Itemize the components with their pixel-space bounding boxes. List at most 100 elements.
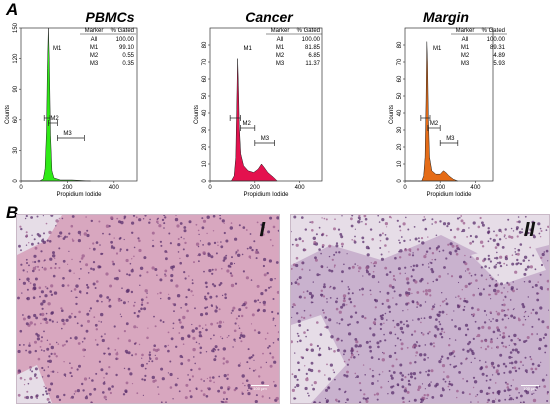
nucleus [531, 286, 534, 289]
histogram-series [210, 58, 278, 182]
nucleus [362, 275, 364, 277]
nucleus [156, 274, 158, 276]
nucleus [131, 231, 134, 234]
nucleus [81, 382, 84, 386]
nucleus [495, 398, 497, 400]
nucleus [362, 240, 365, 244]
nucleus [494, 382, 497, 384]
nucleus [269, 216, 273, 220]
nucleus [484, 265, 487, 268]
plot-frame [404, 27, 494, 182]
nucleus [59, 231, 63, 235]
nucleus [336, 400, 338, 403]
nucleus [534, 367, 538, 371]
nucleus [140, 303, 144, 306]
nucleus [412, 372, 416, 376]
nucleus [29, 377, 33, 381]
nucleus [498, 238, 502, 241]
nucleus [534, 268, 537, 271]
nucleus [116, 351, 119, 353]
nucleus [487, 326, 491, 330]
nucleus [488, 319, 490, 321]
nucleus [381, 218, 385, 222]
nucleus [439, 332, 443, 336]
nucleus [401, 374, 404, 377]
nucleus [210, 322, 214, 326]
nucleus [146, 271, 149, 274]
nucleus [469, 348, 472, 351]
nucleus [184, 396, 188, 400]
nucleus [510, 227, 513, 230]
nucleus [503, 389, 507, 393]
nucleus [179, 257, 181, 260]
nucleus [420, 401, 423, 403]
nucleus [267, 230, 271, 234]
nucleus [85, 263, 89, 267]
nucleus [545, 249, 549, 253]
nucleus [405, 291, 408, 295]
nucleus [254, 250, 259, 254]
nucleus [17, 349, 21, 354]
nucleus [76, 389, 80, 393]
nucleus [126, 273, 129, 276]
nucleus [317, 369, 321, 373]
nucleus [25, 234, 28, 237]
nucleus [431, 223, 433, 225]
nucleus [366, 253, 370, 257]
nucleus [539, 236, 542, 238]
nucleus [53, 291, 58, 295]
nucleus [120, 220, 124, 225]
nucleus [161, 377, 165, 381]
nucleus [506, 281, 509, 284]
nucleus [263, 257, 267, 262]
nucleus [32, 261, 34, 263]
nucleus [198, 324, 201, 328]
nucleus [446, 313, 448, 316]
nucleus [270, 286, 272, 288]
nucleus [80, 268, 82, 270]
nucleus [39, 295, 41, 298]
y-tick-label: 20 [202, 143, 208, 150]
nucleus [43, 232, 45, 235]
nucleus [242, 382, 244, 385]
nucleus [374, 306, 377, 309]
nucleus [205, 395, 209, 398]
marker-label: M1 [243, 46, 252, 52]
nucleus [383, 322, 385, 324]
nucleus [253, 359, 255, 361]
nucleus [28, 350, 32, 354]
nucleus [206, 215, 210, 219]
nucleus [321, 245, 324, 249]
nucleus [463, 260, 466, 264]
nucleus [52, 254, 56, 258]
nucleus [351, 215, 354, 217]
clear-region [471, 240, 546, 285]
nucleus [357, 265, 359, 267]
histogram-series [405, 41, 458, 182]
nucleus [481, 223, 485, 227]
nucleus [495, 371, 498, 374]
nucleus [326, 301, 328, 303]
nucleus [318, 349, 321, 351]
nucleus [160, 297, 162, 300]
nucleus [484, 339, 488, 343]
nucleus [423, 255, 427, 259]
nucleus [35, 266, 37, 268]
nucleus [298, 237, 302, 241]
nucleus [28, 342, 31, 344]
nucleus [149, 351, 151, 354]
nucleus [322, 295, 326, 298]
nucleus [391, 364, 395, 368]
nucleus [487, 232, 490, 235]
nucleus [439, 305, 442, 307]
nucleus [165, 401, 167, 403]
nucleus [510, 384, 513, 387]
nucleus [41, 366, 44, 370]
nucleus [298, 324, 302, 327]
nucleus [421, 241, 425, 245]
nucleus [32, 296, 36, 299]
nucleus [210, 304, 213, 307]
nucleus [74, 315, 77, 319]
x-tick-label: 200 [250, 185, 261, 191]
